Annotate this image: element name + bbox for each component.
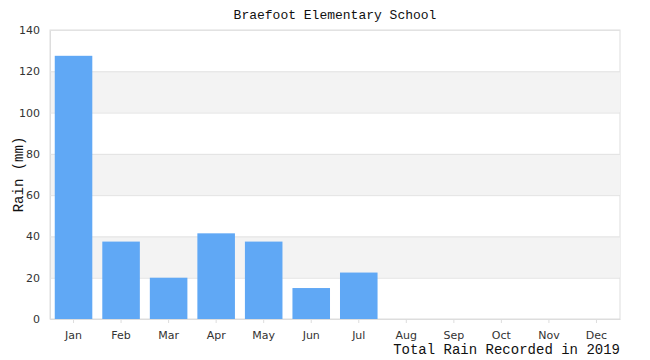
x-tick-label: Nov	[538, 329, 560, 342]
x-tick: Apr	[207, 319, 227, 342]
y-tick-label: 20	[26, 272, 40, 285]
grid-band	[50, 71, 620, 112]
x-tick-label: Apr	[207, 329, 227, 342]
y-tick: 60	[26, 189, 620, 202]
x-tick: Jan	[64, 319, 82, 342]
bar	[102, 242, 140, 319]
bar	[292, 288, 330, 319]
y-tick-label: 140	[19, 24, 40, 37]
x-axis-title: Total Rain Recorded in 2019	[393, 342, 620, 358]
bars	[55, 56, 378, 319]
x-tick: Sep	[443, 319, 464, 342]
x-tick: Dec	[586, 319, 607, 342]
grid-band	[50, 154, 620, 195]
x-tick-mark	[453, 319, 454, 323]
y-tick-label: 40	[26, 230, 40, 243]
x-tick-label: Feb	[111, 329, 130, 342]
x-tick: May	[252, 319, 275, 342]
bar	[245, 242, 283, 319]
grid-line	[50, 30, 620, 31]
y-tick-label: 80	[26, 148, 40, 161]
y-tick: 100	[19, 107, 620, 120]
bar	[150, 278, 188, 319]
x-tick-mark	[168, 319, 169, 323]
x-tick-label: Dec	[586, 329, 607, 342]
x-tick-mark	[311, 319, 312, 323]
x-tick: Feb	[111, 319, 130, 342]
x-tick: Mar	[158, 319, 179, 342]
y-axis-line	[50, 31, 51, 320]
y-tick-label: 120	[19, 65, 40, 78]
x-tick-mark	[216, 319, 217, 323]
chart-container: 0 20 40 60 80 100 120 140 Jan Feb Mar Apr May Jun Jul A…	[0, 0, 650, 360]
x-tick-mark	[358, 319, 359, 323]
x-tick-mark	[121, 319, 122, 323]
chart-svg: 0 20 40 60 80 100 120 140 Jan Feb Mar Apr May Jun Jul A…	[0, 0, 650, 360]
bar	[197, 233, 235, 319]
x-tick: Jul	[351, 319, 365, 342]
grid-line	[50, 71, 620, 72]
y-tick-label: 100	[19, 107, 40, 120]
x-tick-mark	[596, 319, 597, 323]
y-tick: 120	[19, 65, 620, 78]
grid-line	[50, 113, 620, 114]
y-tick: 80	[26, 148, 620, 161]
x-tick-label: May	[252, 329, 275, 342]
grid-line	[50, 236, 620, 237]
x-tick-label: Aug	[396, 329, 417, 342]
y-tick-label: 0	[33, 313, 40, 326]
x-tick-mark	[406, 319, 407, 323]
x-axis-line	[51, 319, 621, 320]
y-tick-label: 60	[26, 189, 40, 202]
x-tick: Oct	[492, 319, 512, 342]
x-tick: Jun	[302, 319, 320, 342]
bar	[55, 56, 93, 319]
y-tick: 40	[26, 230, 620, 243]
grid-line	[50, 154, 620, 155]
x-tick-label: Jun	[302, 329, 320, 342]
grid-line	[50, 195, 620, 196]
y-axis: 0 20 40 60 80 100 120 140	[19, 24, 620, 326]
plot-frame	[50, 30, 620, 319]
x-tick-mark	[73, 319, 74, 323]
x-tick-label: Jul	[351, 329, 365, 342]
x-tick-mark	[263, 319, 264, 323]
grid-line	[50, 319, 620, 320]
x-tick-label: Mar	[158, 329, 179, 342]
plot: 0 20 40 60 80 100 120 140 Jan Feb Mar Apr May Jun Jul A…	[19, 24, 621, 342]
x-tick-mark	[548, 319, 549, 323]
x-tick-mark	[501, 319, 502, 323]
x-tick-label: Oct	[492, 329, 512, 342]
chart-title: Braefoot Elementary School	[234, 8, 437, 23]
x-axis: Jan Feb Mar Apr May Jun Jul Aug Sep Oct Nov Dec	[51, 319, 621, 342]
y-axis-title: Rain (mm)	[11, 137, 27, 213]
x-tick: Aug	[396, 319, 417, 342]
x-tick-label: Sep	[443, 329, 464, 342]
y-tick: 140	[19, 24, 620, 37]
x-tick-label: Jan	[64, 329, 82, 342]
bar	[340, 273, 378, 319]
x-tick: Nov	[538, 319, 560, 342]
